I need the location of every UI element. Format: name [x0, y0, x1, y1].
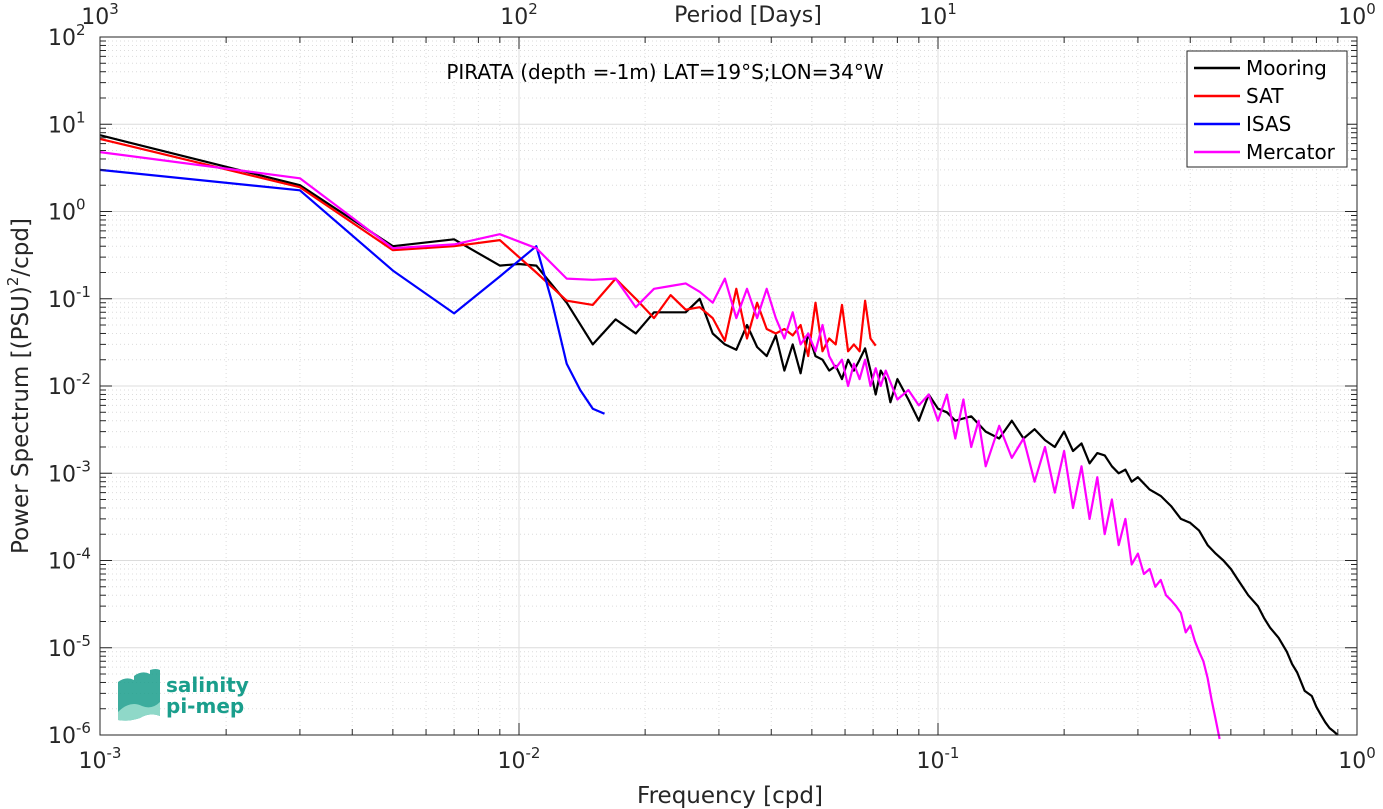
- x-tick-label: 10-1: [917, 744, 960, 774]
- top-tick-label: 102: [500, 0, 538, 30]
- legend-label-isas: ISAS: [1246, 112, 1291, 136]
- series-line-mooring: [99, 134, 1339, 736]
- x-tick-labels: 10-3 10-2 10-1 100: [79, 744, 1376, 774]
- y-axis-label: Power Spectrum [(PSU)2/cpd]: [4, 218, 34, 554]
- y-tick-label: 102: [48, 21, 86, 51]
- y-tick-label: 10-2: [48, 370, 91, 400]
- top-tick-labels: 103 102 101 100: [81, 0, 1376, 30]
- ticks-layer: [99, 36, 1358, 736]
- grid-minor: [100, 37, 1357, 735]
- legend-label-mercator: Mercator: [1246, 140, 1336, 164]
- series-line-mercator: [99, 151, 1221, 740]
- series-line-sat: [99, 137, 877, 358]
- y-tick-label: 10-6: [48, 719, 91, 749]
- legend-box: [1186, 50, 1348, 168]
- series-layer: [99, 134, 1339, 740]
- x-tick-label: 100: [1338, 744, 1376, 774]
- legend: Mooring SAT ISAS Mercator: [1186, 50, 1348, 168]
- y-tick-label: 10-4: [48, 545, 91, 575]
- y-tick-label: 10-3: [48, 457, 91, 487]
- top-axis-label: Period [Days]: [674, 3, 822, 28]
- y-tick-label: 101: [48, 108, 86, 138]
- salinity-pi-mep-logo: salinity pi-mep: [118, 669, 249, 721]
- x-tick-label: 10-2: [498, 744, 541, 774]
- legend-label-sat: SAT: [1246, 84, 1284, 108]
- top-tick-label: 101: [919, 0, 957, 30]
- y-tick-label: 10-1: [48, 283, 91, 313]
- y-tick-label: 100: [48, 196, 86, 226]
- x-tick-label: 10-3: [79, 744, 122, 774]
- top-tick-label: 103: [81, 0, 119, 30]
- logo-text-line1: salinity: [166, 673, 249, 697]
- y-tick-labels: 102 101 100 10-1 10-2 10-3 10-4 10-5 10-…: [48, 21, 91, 749]
- x-axis-label: Frequency [cpd]: [637, 783, 823, 809]
- top-tick-label: 100: [1338, 0, 1376, 30]
- chart-title: PIRATA (depth =-1m) LAT=19°S;LON=34°W: [446, 60, 884, 84]
- logo-wave-highlight: [118, 702, 160, 721]
- y-tick-label: 10-5: [48, 632, 91, 662]
- legend-label-mooring: Mooring: [1246, 56, 1327, 80]
- logo-text-line2: pi-mep: [166, 694, 244, 718]
- series-line-isas: [99, 168, 605, 415]
